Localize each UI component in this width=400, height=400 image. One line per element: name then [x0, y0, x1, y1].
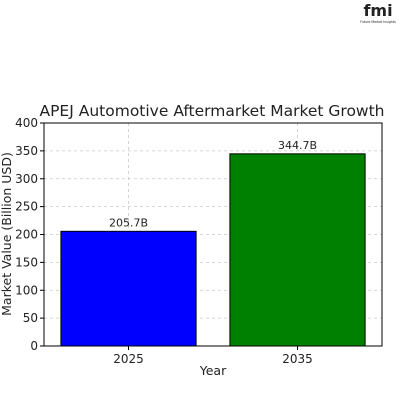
x-axis-ticks: 2025 2035 [113, 346, 313, 366]
y-tick-label: 200 [15, 228, 38, 242]
fmi-logo: fmi Future Market Insights [358, 1, 398, 24]
y-tick-label: 350 [15, 144, 38, 158]
y-tick-label: 50 [23, 311, 38, 325]
svg-text:Future Market Insights: Future Market Insights [360, 20, 396, 24]
data-labels: 205.7B 344.7B [109, 139, 317, 229]
x-axis-label: Year [199, 363, 227, 378]
y-tick-label: 300 [15, 172, 38, 186]
y-tick-label: 250 [15, 200, 38, 214]
y-tick-label: 400 [15, 116, 38, 130]
x-tick-label: 2025 [113, 352, 144, 366]
data-label: 205.7B [109, 216, 148, 229]
bars [60, 153, 366, 347]
bar-2025 [60, 230, 197, 347]
svg-text:fmi: fmi [363, 2, 392, 20]
y-tick-label: 150 [15, 255, 38, 269]
bar-2035 [229, 153, 366, 347]
y-tick-label: 0 [30, 339, 38, 353]
chart-title: APEJ Automotive Aftermarket Market Growt… [39, 102, 384, 120]
data-label: 344.7B [278, 139, 317, 152]
y-tick-label: 100 [15, 283, 38, 297]
x-tick-label: 2035 [282, 352, 313, 366]
y-axis-label: Market Value (Billion USD) [0, 152, 14, 316]
y-axis-ticks: 0 50 100 150 200 250 300 350 400 [15, 116, 44, 353]
